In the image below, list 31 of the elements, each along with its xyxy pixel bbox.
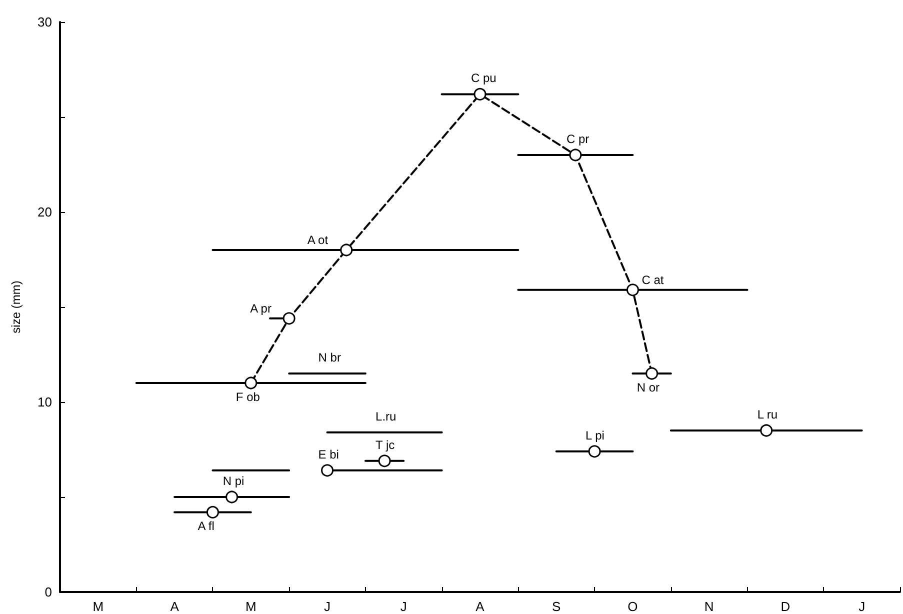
series-label: E bi [318,447,339,462]
x-tick-label: J [324,599,331,614]
y-axis-title: size (mm) [9,280,23,334]
series-label: C pr [566,132,590,146]
series-label: C at [642,272,664,287]
series-label: L pi [586,428,604,442]
series-label: L.ru [376,409,396,424]
x-tick-label: J [400,599,407,614]
series-label: L ru [757,408,778,422]
series-label: N pi [222,474,244,488]
series-label: C pu [471,71,496,86]
series-label: A ot [307,233,329,247]
x-tick-label: J [858,599,866,614]
y-tick-label: 0 [44,584,52,600]
series-label: T jc [376,438,395,452]
series-label: F ob [236,390,260,404]
y-tick-label: 30 [38,14,52,30]
x-tick-label: A [476,599,485,614]
x-tick-label: D [780,599,790,614]
x-tick-label: A [170,599,180,614]
series-label: N or [636,380,660,394]
x-tick-label: N [704,599,714,614]
series-label: N br [318,350,341,364]
x-tick-label: M [92,599,104,614]
y-tick-label: 10 [38,394,52,410]
series-label: A fl [198,519,214,534]
y-tick-label: 20 [38,204,52,220]
x-tick-label: S [552,599,562,614]
x-tick-label: O [628,599,638,614]
series-label: A pr [250,301,272,316]
x-tick-label: M [245,599,256,614]
